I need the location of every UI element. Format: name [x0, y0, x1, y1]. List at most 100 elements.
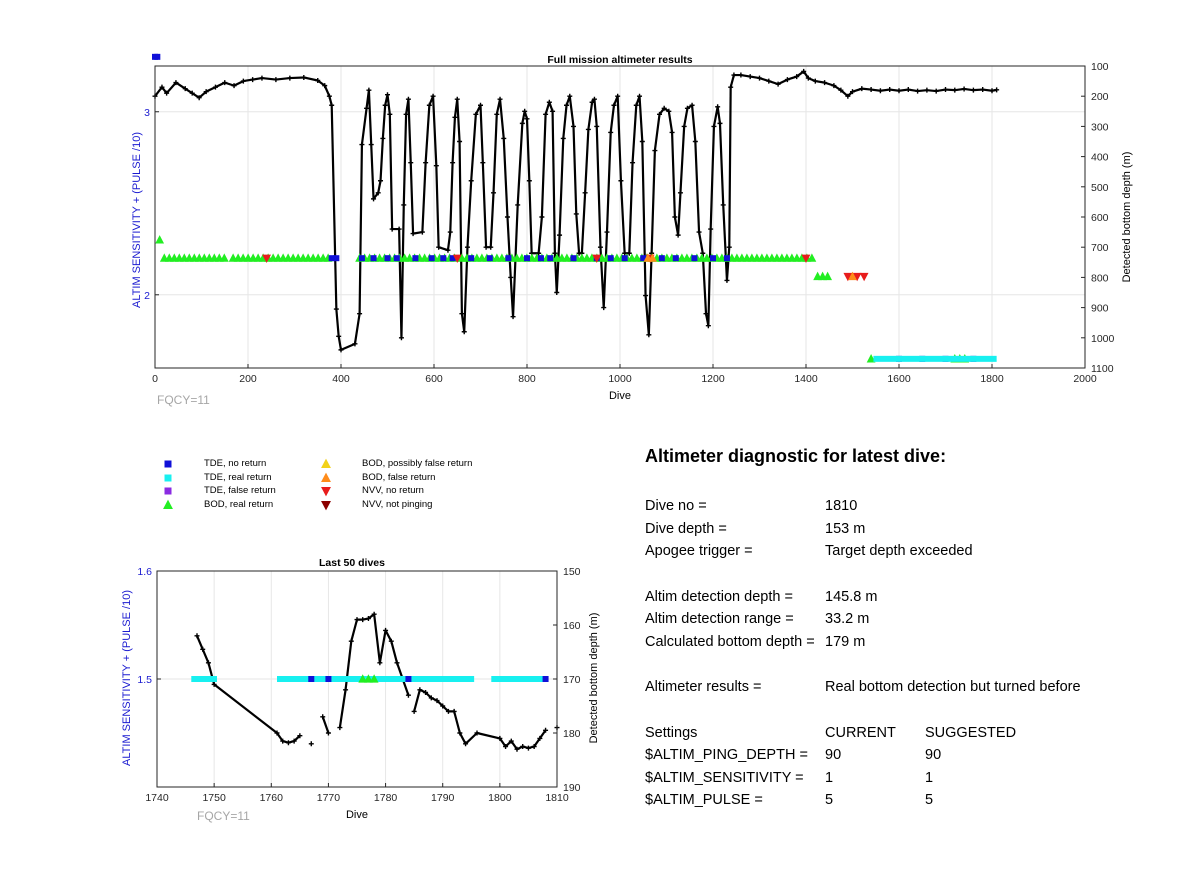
bod-real-return-marker — [364, 674, 373, 683]
tde-no-return-marker — [405, 676, 412, 682]
ping-depth-suggested: 90 — [925, 747, 942, 763]
depth-point — [371, 196, 377, 202]
depth-point — [812, 78, 818, 84]
fqcy-annotation: FQCY=11 — [197, 809, 250, 823]
x-tick-label: 1760 — [260, 792, 284, 804]
bod-real-return-marker — [358, 674, 368, 683]
depth-point — [419, 229, 425, 235]
y-tick-label-right: 100 — [1091, 61, 1109, 73]
depth-point — [525, 745, 531, 751]
legend-label: BOD, real return — [204, 498, 274, 510]
y-tick-label-right: 150 — [563, 566, 581, 578]
depth-point — [451, 708, 457, 714]
suggested-header: SUGGESTED — [925, 724, 1017, 741]
depth-point — [436, 244, 442, 250]
depth-point — [536, 250, 542, 256]
depth-point — [259, 75, 265, 81]
tde-no-return-marker — [640, 255, 647, 262]
depth-point — [717, 120, 723, 126]
depth-point — [672, 214, 678, 220]
depth-line — [321, 716, 330, 734]
x-tick-label: 1810 — [545, 792, 569, 804]
depth-point — [394, 660, 400, 666]
depth-point — [357, 311, 363, 317]
depth-point — [410, 231, 416, 237]
legend-label: BOD, possibly false return — [362, 458, 473, 469]
depth-point — [333, 306, 339, 312]
depth-point — [364, 105, 370, 111]
dive-depth-value: 153 m — [825, 520, 866, 537]
depth-point — [398, 335, 404, 341]
sensitivity-current: 1 — [825, 769, 834, 786]
depth-point — [784, 77, 790, 83]
triangle-up-icon — [321, 472, 331, 482]
x-tick-label: 1800 — [980, 373, 1004, 385]
tde-no-return-marker — [672, 255, 679, 262]
chart-title: Last 50 dives — [319, 557, 385, 569]
y-tick-label-left: 2 — [144, 290, 150, 302]
depth-point — [526, 178, 532, 184]
depth-point — [434, 698, 440, 704]
depth-point — [497, 735, 503, 741]
y-tick-label-left: 1.5 — [137, 674, 152, 686]
bod-real-return-marker — [155, 235, 165, 244]
x-tick-label: 2000 — [1073, 373, 1097, 385]
depth-point — [684, 105, 690, 111]
nvv-no-return-marker — [859, 272, 869, 282]
y-tick-label-right: 190 — [563, 782, 581, 794]
y-tick-label-right: 300 — [1091, 121, 1109, 133]
y-tick-label-left: 1.6 — [137, 566, 152, 578]
altimeter-diagnostic-panel: Altimeter diagnostic for latest dive: Di… — [645, 446, 1165, 812]
depth-point — [365, 616, 371, 622]
depth-point — [383, 627, 389, 633]
depth-point — [222, 80, 228, 86]
depth-point — [615, 93, 621, 99]
depth-point — [388, 638, 394, 644]
depth-point — [537, 735, 543, 741]
depth-point — [633, 102, 639, 108]
depth-point — [652, 148, 658, 154]
depth-point — [708, 226, 714, 232]
depth-point — [325, 730, 331, 736]
depth-point — [405, 96, 411, 102]
bod-false-return-marker — [848, 271, 857, 281]
depth-point — [366, 87, 372, 93]
y-tick-label-right: 180 — [563, 728, 581, 740]
tde-no-return-marker — [440, 255, 447, 262]
depth-point — [859, 86, 865, 92]
depth-point — [661, 105, 667, 111]
tde-no-return-marker — [621, 255, 628, 262]
depth-point — [728, 84, 734, 90]
depth-point — [522, 108, 528, 114]
current-header: CURRENT — [825, 724, 896, 741]
legend: TDE, no return TDE, real return TDE, false… — [160, 458, 500, 518]
tde-no-return-marker — [486, 255, 493, 262]
sensitivity-row: $ALTIM_SENSITIVITY = 1 1 — [645, 767, 1165, 790]
depth-point — [924, 87, 930, 93]
x-axis-label: Dive — [609, 390, 631, 402]
depth-point — [380, 135, 386, 141]
x-tick-label: 1800 — [488, 792, 512, 804]
depth-point — [608, 129, 614, 135]
y-tick-label-right: 400 — [1091, 152, 1109, 164]
square-icon — [164, 474, 172, 481]
x-tick-label: 800 — [518, 373, 536, 385]
x-tick-label: 1000 — [608, 373, 632, 385]
depth-point — [274, 730, 280, 736]
bod-real-return-marker — [866, 354, 876, 363]
nvv-no-return-marker — [801, 254, 811, 263]
depth-point — [352, 341, 358, 347]
dive-no-row: Dive no = 1810 — [645, 495, 1165, 518]
depth-point — [211, 681, 217, 687]
depth-point — [401, 202, 407, 208]
x-tick-label: 1400 — [794, 373, 818, 385]
depth-point — [371, 611, 377, 617]
depth-point — [775, 81, 781, 87]
depth-point — [452, 114, 458, 120]
altim-detection-range-label: Altim detection range = — [645, 611, 794, 627]
depth-point — [285, 740, 291, 746]
depth-point — [961, 86, 967, 92]
legend-marker — [321, 486, 331, 497]
depth-point — [582, 190, 588, 196]
tde-no-return-marker — [468, 255, 475, 262]
